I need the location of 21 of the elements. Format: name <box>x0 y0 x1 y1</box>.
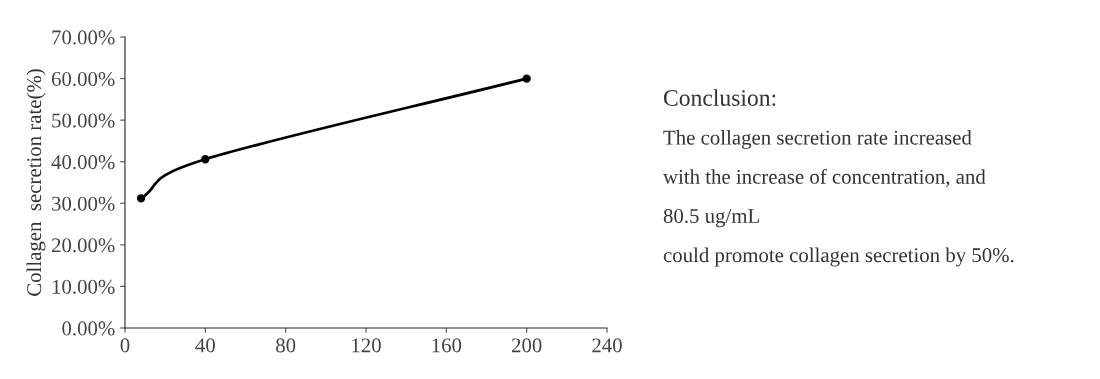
x-tick-label: 0 <box>120 338 130 353</box>
y-tick-label: 30.00% <box>52 196 115 211</box>
y-axis-title: Collagen secretion rate(%) <box>26 69 46 296</box>
y-tick-label: 70.00% <box>52 30 115 45</box>
text: The collagen secretion rate increased with the increase of concentration, and 80.5 ug/mL could promote collagen secretion by 50%. <box>663 130 1014 267</box>
y-tick-label: 10.00% <box>52 279 115 294</box>
point <box>136 194 146 203</box>
y-tick-label: 60.00% <box>51 71 115 87</box>
x-tick-label: 160 <box>432 338 462 353</box>
x-tick-label: 120 <box>352 338 381 353</box>
y-tick-label: 20.00% <box>51 238 115 253</box>
x-tick-label: 200 <box>511 338 542 353</box>
text: Conclusion: <box>663 89 776 107</box>
x-tick-label: 240 <box>592 338 622 353</box>
y-tick-label: 50.00% <box>52 113 115 128</box>
y-tick-label: 0.00% <box>62 321 115 336</box>
x-tick-label: 80 <box>276 338 296 353</box>
y-tick-label: 40.00% <box>51 155 115 170</box>
x-tick-label: 40 <box>195 338 215 353</box>
point <box>201 155 210 164</box>
point <box>522 74 531 83</box>
